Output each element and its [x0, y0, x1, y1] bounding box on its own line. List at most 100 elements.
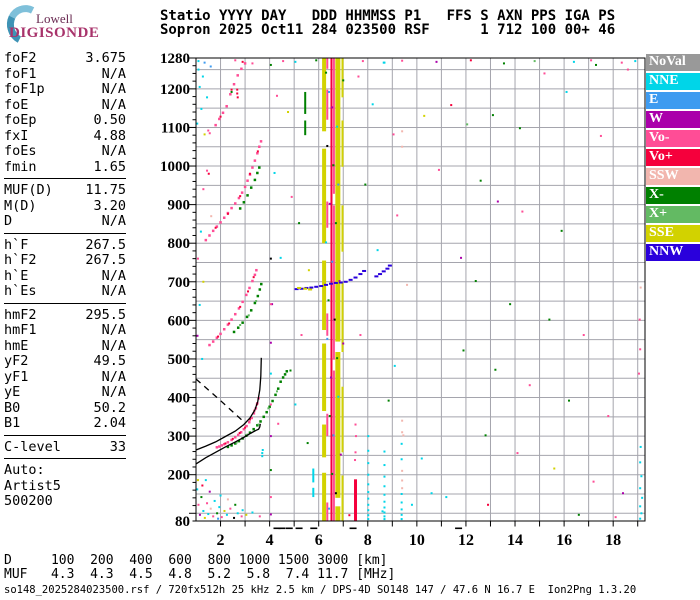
- distance-row: D 100 200 400 600 800 1000 1500 3000 [km…: [4, 553, 388, 568]
- y-axis-label: 1200: [160, 82, 190, 98]
- x-axis-label: 12: [458, 532, 474, 549]
- panel-separator: [4, 302, 126, 304]
- legend-item-nnw: NNW: [646, 244, 700, 261]
- legend-item-nne: NNE: [646, 73, 700, 90]
- muf-marker: [285, 527, 293, 530]
- echo-traces: [204, 62, 392, 449]
- y-axis-label: 600: [168, 313, 191, 329]
- param-label: h`F2: [4, 252, 37, 268]
- muf-marker: [455, 527, 463, 530]
- param-label: foF2: [4, 50, 37, 66]
- param-label: foF1: [4, 65, 37, 82]
- f4hop-o-red: [219, 88, 233, 118]
- param-row-yf1: yF1 N/A: [4, 369, 126, 386]
- logo-digisonde-text: DIGISONDE: [9, 25, 100, 41]
- param-label: hmF1: [4, 322, 37, 338]
- y-axis-label: 500: [168, 352, 191, 368]
- f2hop-o-pink: [208, 268, 258, 347]
- plot-axes: 1280120011001000900800700600500400300200…: [160, 51, 646, 549]
- nnw-spread-trace: [294, 264, 392, 291]
- param-label: foF1p: [4, 81, 45, 97]
- param-value: N/A: [101, 384, 126, 400]
- nnw-trace-yellow-edge: [297, 286, 313, 291]
- param-row-foe: foE N/A: [4, 97, 126, 114]
- param-row-fmin: fmin 1.65: [4, 158, 126, 176]
- rfi-columns: [304, 58, 358, 521]
- muf-row: MUF 4.3 4.3 4.5 4.8 5.2 5.8 7.4 11.7 [MH…: [4, 567, 396, 582]
- param-label: foEp: [4, 112, 37, 128]
- param-value: N/A: [101, 143, 126, 159]
- param-label: MUF(D): [4, 182, 53, 198]
- x-axis-label: 14: [507, 532, 523, 549]
- param-row-hf2: h`F2 267.5: [4, 252, 126, 269]
- echo-direction-legend: NoVal NNE E W Vo- Vo+ SSW X- X+ SSE NNW: [646, 54, 700, 263]
- header-field-values: Sopron 2025 Oct11 284 023500 RSF 1 712 1…: [160, 22, 616, 38]
- param-value: N/A: [101, 65, 126, 82]
- param-label: B0: [4, 399, 21, 416]
- muf-marker: [349, 527, 357, 530]
- param-value: 33: [109, 438, 126, 455]
- param-label: yE: [4, 384, 21, 400]
- param-value: 267.5: [85, 252, 126, 268]
- f3hop-o-pink: [204, 140, 263, 242]
- file-info-row: so148_2025284023500.rsf / 720fx512h 25 k…: [4, 584, 637, 596]
- y-axis-label: 80: [175, 514, 190, 530]
- f3hop-x-green: [238, 166, 261, 210]
- param-value: 49.5: [93, 353, 126, 369]
- param-row-hmf1: hmF1 N/A: [4, 322, 126, 339]
- param-row-b1: B1 2.04: [4, 415, 126, 432]
- param-label: foEs: [4, 143, 37, 159]
- param-value: 295.5: [85, 306, 126, 323]
- f3hop-o-red: [214, 150, 259, 229]
- param-value: 1.65: [93, 158, 126, 175]
- param-row-foep: foEp 0.50: [4, 112, 126, 129]
- legend-item-ssw: SSW: [646, 168, 700, 185]
- digisonde-logo: Lowell DIGISONDE: [1, 0, 122, 50]
- logo-lowell-text: Lowell: [36, 11, 73, 26]
- legend-item-noval: NoVal: [646, 54, 700, 71]
- param-label: fxI: [4, 127, 29, 144]
- f4hop-o-pink: [214, 62, 247, 127]
- param-label: B1: [4, 415, 21, 431]
- panel-text-line: 500200: [4, 493, 53, 509]
- param-row-d: D N/A: [4, 213, 126, 230]
- param-row-hes: h`Es N/A: [4, 283, 126, 300]
- panel-text-line: Artist5: [4, 477, 61, 494]
- artist-curves: [195, 357, 262, 465]
- param-value: 11.75: [85, 182, 126, 198]
- param-row-hme: hmE N/A: [4, 337, 126, 355]
- param-value: N/A: [101, 337, 126, 354]
- param-value: N/A: [101, 81, 126, 97]
- param-row-hmf2: hmF2 295.5: [4, 306, 126, 324]
- noise-speckles: [196, 59, 644, 521]
- f2hop-x-light: [239, 300, 258, 326]
- param-label: h`F: [4, 236, 29, 253]
- param-value: 50.2: [93, 399, 126, 416]
- param-row-ye: yE N/A: [4, 384, 126, 401]
- param-row-clevel: C-level 33: [4, 438, 126, 456]
- legend-item-vo: Vo-: [646, 130, 700, 147]
- legend-item-w: W: [646, 111, 700, 128]
- y-axis-label: 1100: [161, 120, 190, 136]
- param-row-foes: foEs N/A: [4, 143, 126, 160]
- param-label: C-level: [4, 438, 61, 455]
- header-field-names: Statio YYYY DAY DDD HHMMSS P1 FFS S AXN …: [160, 8, 616, 24]
- param-label: h`Es: [4, 283, 37, 299]
- param-row-fof2: foF2 3.675: [4, 50, 126, 67]
- y-axis-label: 400: [168, 391, 191, 407]
- param-row-yf2: yF2 49.5: [4, 353, 126, 370]
- y-axis-label: 1280: [160, 51, 190, 67]
- param-value: 3.20: [93, 197, 126, 214]
- y-axis-label: 800: [168, 236, 191, 252]
- legend-item-sse: SSE: [646, 225, 700, 242]
- muf-marker: [278, 527, 286, 530]
- panel-separator: [4, 232, 126, 234]
- legend-item-x: X-: [646, 187, 700, 204]
- param-row-mufd: MUF(D) 11.75: [4, 182, 126, 199]
- param-label: yF2: [4, 353, 29, 369]
- legend-item-x: X+: [646, 206, 700, 223]
- x-axis-label: 2: [217, 532, 225, 549]
- y-axis-label: 300: [168, 429, 191, 445]
- param-label: h`E: [4, 267, 29, 284]
- y-axis-label: 700: [168, 275, 191, 291]
